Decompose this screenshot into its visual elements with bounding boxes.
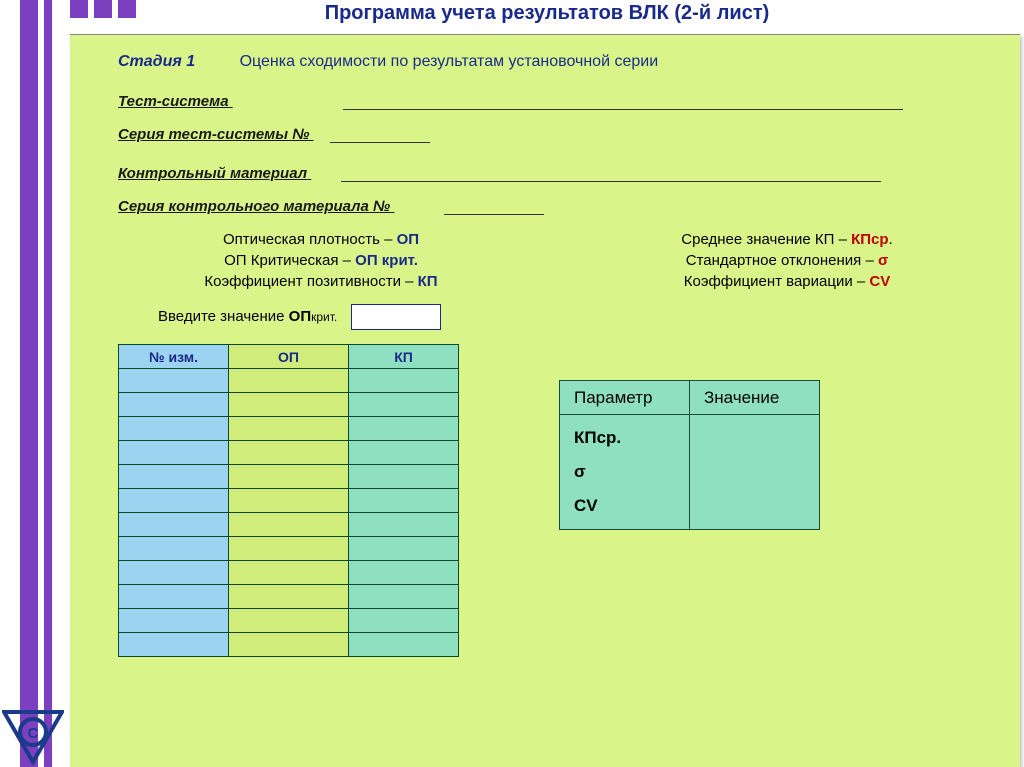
table-row (119, 609, 459, 633)
table-row (119, 441, 459, 465)
table-row (119, 633, 459, 657)
table-row (119, 417, 459, 441)
legend-block: Оптическая плотность – ОП ОП Критическая … (118, 231, 990, 294)
table-cell[interactable] (229, 537, 349, 561)
table-row (119, 489, 459, 513)
table-cell[interactable] (119, 537, 229, 561)
legend-item: Стандартное отклонения – σ (584, 252, 990, 269)
table-cell[interactable] (349, 369, 459, 393)
params-table-header: Значение (690, 381, 820, 415)
table-cell[interactable] (119, 465, 229, 489)
measurements-table: № изм.ОПКП (118, 344, 459, 657)
table-cell[interactable] (229, 393, 349, 417)
table-cell[interactable] (229, 441, 349, 465)
field-control-material-label: Контрольный материал (118, 165, 307, 182)
table-row (119, 369, 459, 393)
table-cell[interactable] (119, 513, 229, 537)
table-cell[interactable] (119, 561, 229, 585)
table-row (119, 537, 459, 561)
data-table-header: № изм. (119, 345, 229, 369)
svg-text:С: С (28, 725, 39, 742)
params-values-cell[interactable] (690, 415, 820, 530)
table-cell[interactable] (229, 561, 349, 585)
table-cell[interactable] (229, 369, 349, 393)
blank-line[interactable] (341, 168, 881, 182)
legend-item: Оптическая плотность – ОП (118, 231, 524, 248)
op-crit-input[interactable] (351, 304, 441, 330)
field-control-material: Контрольный материал (118, 165, 990, 182)
table-cell[interactable] (349, 441, 459, 465)
legend-item: Коэффициент позитивности – КП (118, 273, 524, 290)
table-cell[interactable] (119, 393, 229, 417)
table-row (119, 465, 459, 489)
data-table-header: ОП (229, 345, 349, 369)
table-cell[interactable] (349, 585, 459, 609)
op-crit-label-bold: ОП (289, 308, 311, 325)
table-cell[interactable] (229, 465, 349, 489)
stage-row: Стадия 1 Оценка сходимости по результата… (118, 53, 990, 71)
field-control-series: Серия контрольного материала № (118, 198, 990, 215)
table-cell[interactable] (349, 633, 459, 657)
op-crit-input-row: Введите значение ОПкрит. (158, 304, 990, 330)
table-cell[interactable] (349, 393, 459, 417)
table-cell[interactable] (349, 465, 459, 489)
logo-icon: С (2, 710, 64, 765)
field-control-series-label: Серия контрольного материала № (118, 198, 390, 215)
table-cell[interactable] (119, 489, 229, 513)
stage-label: Стадия 1 (118, 53, 195, 70)
data-table-header: КП (349, 345, 459, 369)
params-table-header: Параметр (560, 381, 690, 415)
table-row (119, 585, 459, 609)
op-crit-label-pre: Введите значение (158, 308, 289, 325)
table-cell[interactable] (119, 585, 229, 609)
table-cell[interactable] (349, 417, 459, 441)
legend-item: Коэффициент вариации – CV (584, 273, 990, 290)
legend-left-col: Оптическая плотность – ОП ОП Критическая … (118, 231, 524, 294)
table-cell[interactable] (349, 537, 459, 561)
page-title: Программа учета результатов ВЛК (2-й лис… (70, 2, 1024, 25)
field-test-series: Серия тест-системы № (118, 126, 990, 143)
legend-item: ОП Критическая – ОП крит. (118, 252, 524, 269)
blank-line[interactable] (343, 96, 903, 110)
field-test-series-label: Серия тест-системы № (118, 126, 309, 143)
op-crit-label-sub: крит. (311, 310, 337, 324)
table-cell[interactable] (229, 489, 349, 513)
blank-line[interactable] (444, 201, 544, 215)
params-names-cell: КПср.σCV (560, 415, 690, 530)
table-cell[interactable] (349, 513, 459, 537)
legend-item: Среднее значение КП – КПср. (584, 231, 990, 248)
table-row (119, 393, 459, 417)
table-cell[interactable] (349, 561, 459, 585)
table-cell[interactable] (229, 609, 349, 633)
table-cell[interactable] (119, 369, 229, 393)
form-page: Стадия 1 Оценка сходимости по результата… (70, 34, 1020, 767)
blank-line[interactable] (330, 129, 430, 143)
table-cell[interactable] (229, 513, 349, 537)
table-cell[interactable] (119, 441, 229, 465)
field-test-system-label: Тест-система (118, 93, 229, 110)
table-row (119, 561, 459, 585)
table-cell[interactable] (229, 633, 349, 657)
legend-right-col: Среднее значение КП – КПср. Стандартное о… (584, 231, 990, 294)
stage-text: Оценка сходимости по результатам установ… (240, 53, 659, 70)
table-cell[interactable] (119, 633, 229, 657)
table-cell[interactable] (229, 585, 349, 609)
table-cell[interactable] (349, 609, 459, 633)
table-cell[interactable] (119, 609, 229, 633)
table-cell[interactable] (349, 489, 459, 513)
table-row (119, 513, 459, 537)
left-decorative-stripe (0, 0, 70, 767)
table-cell[interactable] (119, 417, 229, 441)
field-test-system: Тест-система (118, 93, 990, 110)
parameters-table: ПараметрЗначениеКПср.σCV (559, 380, 820, 530)
table-cell[interactable] (229, 417, 349, 441)
